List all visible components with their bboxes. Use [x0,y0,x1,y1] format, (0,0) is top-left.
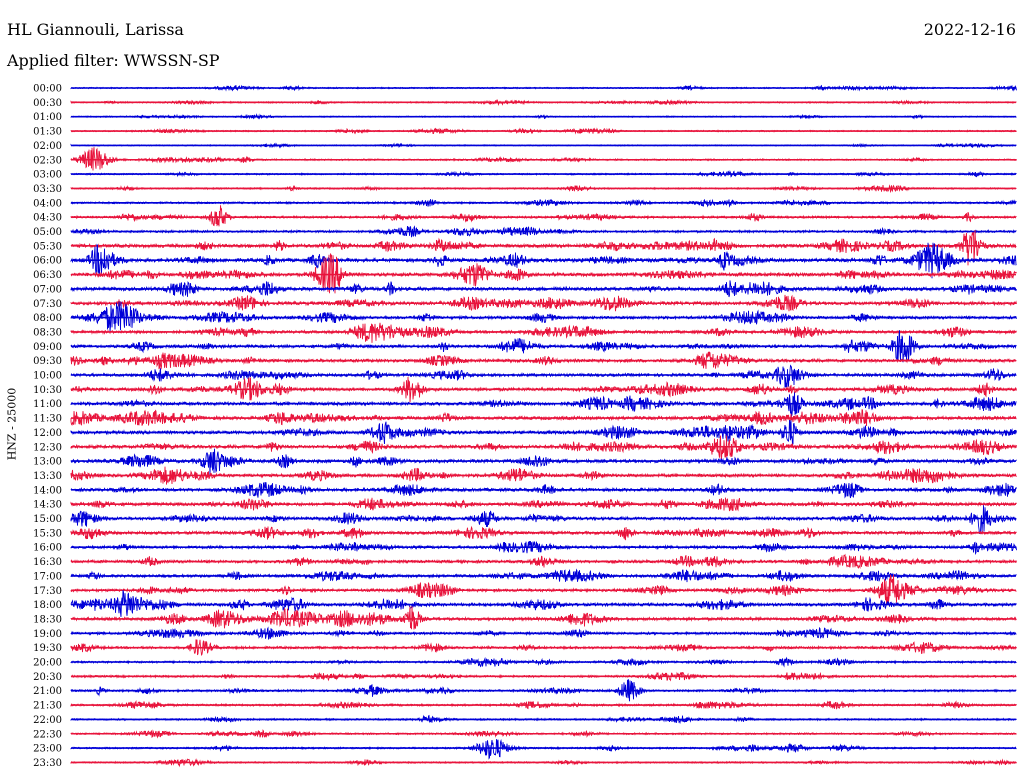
row-time-label: 08:00 [33,313,62,324]
row-time-label: 03:30 [33,184,62,195]
row-time-label: 11:30 [33,414,62,425]
row-time-label: 01:00 [33,112,62,123]
row-time-label: 18:00 [33,600,62,611]
row-time-label: 17:30 [33,586,62,597]
trace-row [70,505,1017,535]
row-time-label: 13:30 [33,471,62,482]
row-time-label: 01:30 [33,127,62,138]
row-time-label: 21:00 [33,686,62,697]
row-time-label: 15:00 [33,514,62,525]
row-time-label: 15:30 [33,528,62,539]
row-time-label: 23:00 [33,744,62,755]
plot-date: 2022-12-16 [923,20,1016,39]
row-time-label: 06:00 [33,256,62,267]
row-time-label: 08:30 [33,327,62,338]
row-time-label: 23:30 [33,758,62,769]
row-time-label: 21:30 [33,701,62,712]
row-time-label: 20:30 [33,672,62,683]
row-time-label: 18:30 [33,614,62,625]
trace-row [70,322,1017,343]
row-time-label: 20:00 [33,658,62,669]
row-time-label: 05:30 [33,241,62,252]
row-time-label: 17:00 [33,571,62,582]
row-time-label: 10:30 [33,385,62,396]
row-time-label: 10:00 [33,371,62,382]
row-time-label: 13:00 [33,457,62,468]
row-time-label: 05:00 [33,227,62,238]
row-time-label: 07:00 [33,284,62,295]
row-time-label: 03:00 [33,170,62,181]
row-time-label: 14:30 [33,500,62,511]
row-time-label: 00:30 [33,98,62,109]
trace-row [70,205,1017,227]
row-time-label: 06:30 [33,270,62,281]
trace-row [70,301,1017,332]
trace-row [70,568,1017,583]
filter-label: Applied filter: WWSSN-SP [7,51,220,70]
trace-row [70,590,1017,617]
row-time-label: 07:30 [33,299,62,310]
station-title: HL Giannouli, Larissa [7,20,184,39]
row-time-label: 04:00 [33,198,62,209]
row-time-label: 22:30 [33,729,62,740]
row-time-label: 14:00 [33,485,62,496]
row-time-label: 02:00 [33,141,62,152]
trace-row [70,364,1017,388]
row-time-label: 16:00 [33,543,62,554]
row-time-label: 09:00 [33,342,62,353]
row-time-label: 09:30 [33,356,62,367]
row-time-label: 16:30 [33,557,62,568]
row-time-label: 04:30 [33,213,62,224]
row-time-label: 11:00 [33,399,62,410]
row-time-label: 22:00 [33,715,62,726]
row-time-label: 19:00 [33,629,62,640]
row-time-label: 19:30 [33,643,62,654]
row-time-label: 02:30 [33,155,62,166]
trace-row [70,147,1017,171]
row-time-label: 00:00 [33,84,62,95]
row-time-label: 12:30 [33,442,62,453]
row-time-label: 12:00 [33,428,62,439]
trace-row [70,448,1017,476]
trace-row [70,606,1017,630]
